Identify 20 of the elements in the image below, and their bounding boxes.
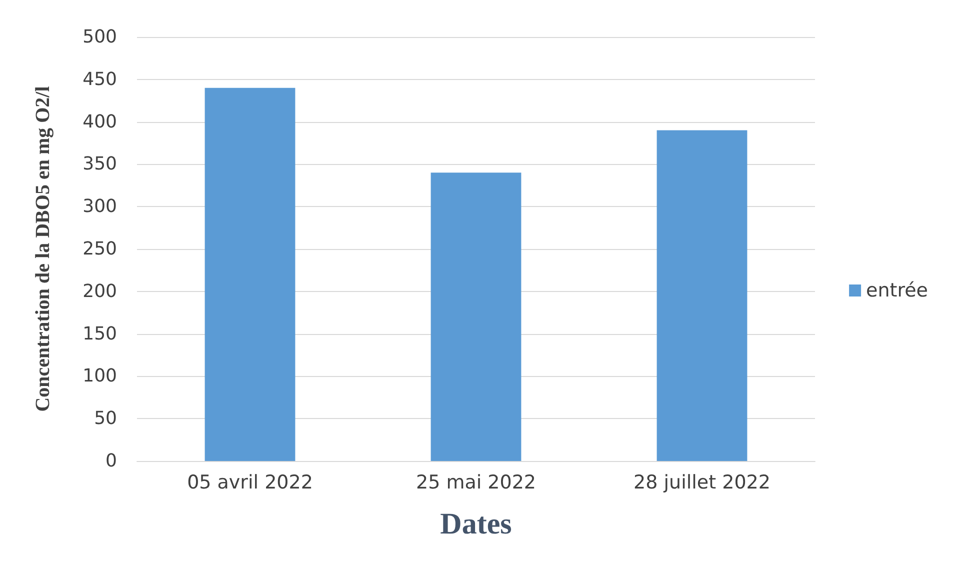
bar [656, 130, 748, 461]
y-tick-label: 100 [82, 366, 117, 387]
y-axis-title: Concentration de la DBO5 en mg O2/l [32, 86, 54, 412]
y-tick-label: 400 [82, 111, 117, 132]
y-tick-label: 450 [82, 68, 117, 90]
y-tick-label: 50 [94, 408, 117, 430]
y-tick-label: 300 [82, 196, 117, 218]
y-tick-label: 250 [82, 238, 117, 260]
x-axis-title: Dates [440, 508, 512, 540]
x-tick-label: 05 avril 2022 [187, 472, 313, 494]
y-tick-label: 200 [82, 280, 117, 302]
y-tick-label: 0 [106, 450, 117, 472]
bar [204, 88, 296, 461]
bar [430, 172, 522, 461]
y-tick-label: 350 [82, 154, 117, 175]
legend-label: entrée [866, 280, 928, 302]
y-tick-label: 500 [82, 26, 117, 48]
x-tick-label: 25 mai 2022 [416, 472, 536, 494]
x-tick-label: 28 juillet 2022 [634, 472, 770, 494]
y-tick-label: 150 [82, 323, 117, 344]
